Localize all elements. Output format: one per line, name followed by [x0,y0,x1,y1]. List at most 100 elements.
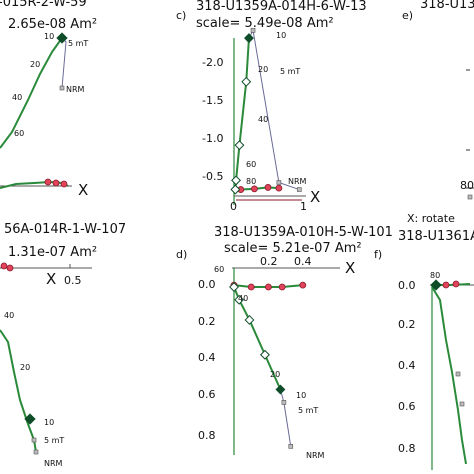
panel-c-step-label: 60 [246,160,256,169]
panel-b-horizontal-point [52,179,60,187]
panel-c-x-tick: 1 [300,200,307,213]
panel-c-x-axis-label: X [310,188,320,206]
panel-d-step-label: 40 [238,294,248,303]
panel-b-vertical-line [0,37,63,149]
panel-d-step-label: 60 [214,265,224,274]
panel-d-y-tick: 0.8 [198,429,216,442]
panel-f-y-tick: 0.4 [398,359,416,372]
panel-bl-step-label: 10 [44,418,54,427]
panel-bl-nrm-marker [33,449,39,455]
panel-b-step-label: 5 mT [68,39,88,48]
panel-b-demag-path [61,37,67,89]
panel-c-step-label: 80 [246,177,256,186]
panel-d-plot-area [229,281,307,449]
panel-b-title-line1: -015R-2-W-59 [0,0,87,10]
panel-d-step-label: 5 mT [298,406,318,415]
panel-d-demag-path [279,389,292,447]
panel-e-title: 318-U1361A- [420,0,474,12]
panel-e: e) 318-U1361A- 80 X: rotate [402,0,474,225]
panel-c-step-label: 40 [258,115,268,124]
panel-f-horizontal-point [452,280,460,288]
panel-bl-step-label: NRM [44,459,63,468]
panel-d-vertical-point [244,315,255,325]
panel-c-y-tick: -1.5 [202,94,223,107]
panel-c-x-tick: 0 [230,200,237,213]
panel-d-vertical-point [275,384,286,395]
panel-c-demag-marker [296,187,302,192]
panel-f-horizontal-point [442,281,450,289]
panel-c-vertical-point [230,184,241,195]
panel-d-title-line2: scale= 5.21e-07 Am² [224,241,362,256]
panel-f-letter: f) [374,248,382,261]
panel-c-y-tick: -1.0 [202,132,223,145]
panel-d-horizontal-point [278,283,286,291]
panel-b-step-label: 20 [30,60,40,69]
panel-c-step-label: 10 [276,31,286,40]
panel-e-x-axis-label: X: rotate [407,212,455,225]
panel-c-step-label: 5 mT [280,67,300,76]
panel-f-title: 318-U1361A-0 [398,229,474,244]
panel-f-diamond [430,279,442,291]
panel-e-marker [467,194,473,200]
panel-f: f) 318-U1361A-0 0.0 0.2 0.4 0.6 0.8 80 [374,229,474,470]
panel-c-letter: c) [176,9,186,22]
panel-b-nrm-marker [59,85,65,91]
panel-b-step-label: 40 [12,93,22,102]
panel-d-vertical-point [260,349,270,360]
panel-f-y-tick: 0.2 [398,318,416,331]
panel-f-marker [459,401,465,407]
panel-d-vertical-point [229,282,239,292]
panel-c-vertical-point [244,33,254,44]
panel-d-demag-marker [281,400,287,405]
panel-c-demag-marker [250,28,256,33]
panel-b: -015R-2-W-59 2.65e-08 Am² 10 5 mT 20 40 … [0,0,97,199]
panel-c-demag-marker [276,180,282,185]
panel-d-step-label: 20 [270,370,280,379]
panel-bl-vertical-line [0,329,37,453]
panel-f-marker [455,371,461,377]
panel-d-y-tick: 0.2 [198,315,216,328]
panel-d-x-tick: 0.2 [260,255,278,268]
panel-b-title-line2: 2.65e-08 Am² [8,17,97,32]
panel-b-step-label: NRM [66,85,85,94]
panel-d-horizontal-point [299,281,307,289]
panel-d-demag-marker [288,444,294,449]
panel-bl-title-line2: 1.31e-07 Am² [8,245,97,260]
panel-b-x-axis-label: X [78,181,88,199]
panel-b-step-label: 60 [14,129,24,138]
panel-c-plot-area [230,28,302,195]
panel-b-step-label: 10 [44,32,54,41]
panel-e-y-tick: 80 [460,179,474,192]
panel-bl-step-label: 20 [20,363,30,372]
panel-c-vertical-point [234,140,245,151]
panel-d-y-tick: 0.6 [198,388,216,401]
panel-d-y-tick: 0.0 [198,278,216,291]
panel-e-letter: e) [402,9,413,22]
panel-d-step-label: 10 [296,391,306,400]
panel-d-letter: d) [176,248,187,261]
panel-c-title-line1: 318-U1359A-014H-6-W-13 [196,0,367,14]
panel-f-y-tick: 0.0 [398,279,416,292]
panel-d-y-tick: 0.4 [198,351,216,364]
panel-d-title-line1: 318-U1359A-010H-5-W-101 [214,225,393,240]
panel-c-horizontal-point [264,184,272,191]
panel-d-horizontal-point [247,283,255,291]
panel-c-horizontal-point [250,185,258,193]
panel-c-y-tick: -0.5 [202,170,223,183]
panel-b-diamond [56,32,68,44]
panel-bl-horizontal-point [6,264,14,272]
panel-c-title-line2: scale= 5.49e-08 Am² [196,16,334,31]
panel-c-demag-path [248,28,300,191]
panel-d-x-tick: 0.4 [294,255,312,268]
panel-bl-x-axis-label: X [46,270,56,288]
panel-d-x-axis-label: X [345,259,355,277]
panel-d-step-label: NRM [306,451,325,460]
panel-f-y-tick: 0.6 [398,400,416,413]
panel-d-horizontal-point [264,283,272,291]
panel-c-step-label: 20 [258,65,268,74]
panel-c-vertical-point [241,76,252,87]
panel-bl-marker [31,437,37,443]
panel-f-step-label: 80 [430,271,440,280]
panel-c-step-label: NRM [288,177,307,186]
